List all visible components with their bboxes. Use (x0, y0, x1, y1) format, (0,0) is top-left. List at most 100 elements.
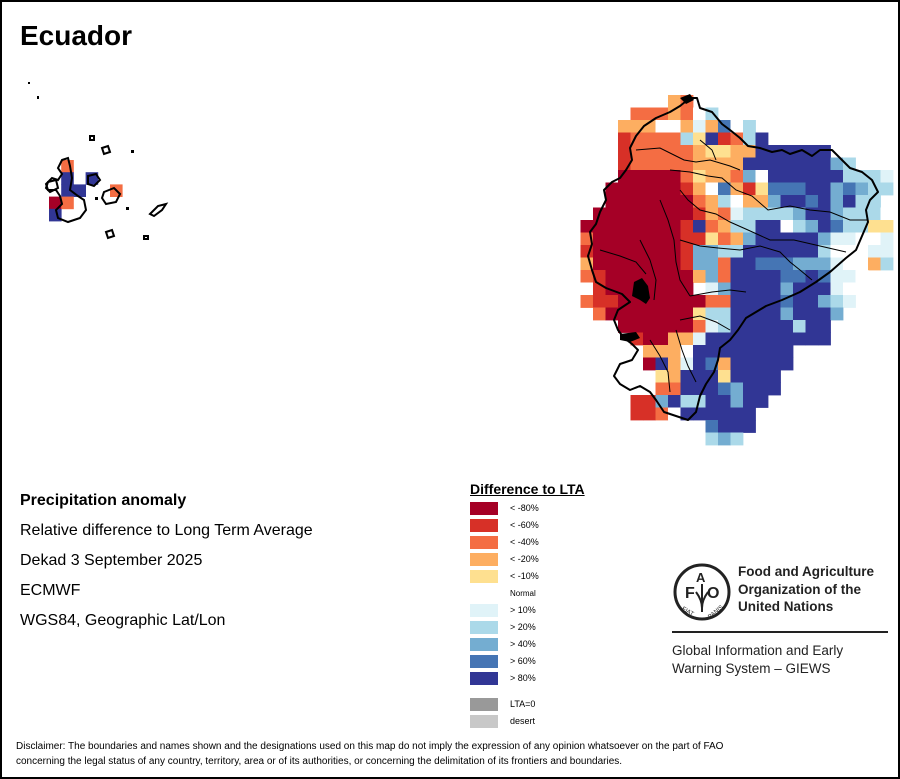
raster-cell (668, 95, 681, 108)
raster-cell (580, 270, 594, 283)
raster-cell (705, 345, 719, 358)
raster-cell (768, 282, 781, 296)
legend-label: < -80% (510, 503, 539, 513)
raster-cell (693, 295, 706, 308)
raster-cell (730, 432, 744, 446)
raster-cell (668, 382, 681, 396)
raster-cell (755, 332, 769, 346)
raster-cell (668, 120, 681, 133)
legend-extra: LTA=0 desert (470, 697, 585, 731)
raster-cell (655, 307, 669, 321)
raster-cell (655, 332, 669, 346)
raster-cell (643, 245, 656, 258)
raster-cell (693, 157, 706, 171)
raster-cell (718, 357, 731, 371)
raster-cell (855, 257, 869, 271)
logo-letter-f: F (685, 585, 695, 602)
legend-item: < -40% (470, 535, 585, 552)
raster-cell (705, 432, 719, 446)
raster-cell (793, 232, 806, 246)
raster-cell (605, 257, 619, 271)
raster-cell (680, 245, 694, 258)
raster-cell (655, 245, 669, 258)
raster-cell (630, 245, 644, 258)
raster-cell (605, 270, 619, 283)
raster-cell (705, 282, 719, 296)
raster-cell (680, 332, 694, 346)
raster-cell (830, 157, 844, 171)
raster-cell (693, 257, 706, 271)
raster-cell (605, 182, 619, 196)
raster-cell (643, 257, 656, 271)
raster-cell (818, 232, 831, 246)
raster-cell (768, 320, 781, 333)
raster-cell (668, 395, 681, 408)
raster-cell (743, 370, 756, 383)
raster-cell (755, 170, 769, 183)
raster-cell (618, 170, 631, 183)
disclaimer-line-2: concerning the legal status of any count… (16, 756, 623, 767)
raster-cell (593, 245, 606, 258)
legend-label: < -40% (510, 537, 539, 547)
raster-cell (780, 220, 794, 233)
raster-cell (680, 195, 694, 208)
legend-item: > 10% (470, 603, 585, 620)
raster-cell (818, 332, 831, 346)
raster-cell (755, 370, 769, 383)
raster-cell (655, 207, 669, 221)
raster-cell (755, 295, 769, 308)
raster-cell (630, 407, 644, 421)
raster-cell (668, 282, 681, 296)
raster-cell (718, 257, 731, 271)
raster-cell (830, 207, 844, 221)
raster-cell (618, 145, 631, 158)
raster-cell (780, 257, 794, 271)
raster-cell (693, 232, 706, 246)
legend-label: < -10% (510, 571, 539, 581)
raster-cell (643, 357, 656, 371)
raster-cell (755, 132, 769, 146)
raster-cell (743, 407, 756, 421)
raster-cell (630, 220, 644, 233)
raster-cell (580, 282, 594, 296)
legend-label: desert (510, 716, 536, 726)
raster-cell (705, 145, 719, 158)
raster-cell (755, 357, 769, 371)
raster-cell (705, 120, 719, 133)
fao-divider (672, 631, 888, 633)
raster-cell (693, 357, 706, 371)
raster-cell (718, 307, 731, 321)
raster-cell (743, 282, 756, 296)
raster-cell (755, 257, 769, 271)
raster-cell (630, 145, 644, 158)
raster-cell (855, 182, 869, 196)
raster-cell (630, 320, 644, 333)
raster-cell (743, 382, 756, 396)
raster-cell (693, 270, 706, 283)
raster-cell (618, 220, 631, 233)
legend-item: < -60% (470, 518, 585, 535)
map-info: Precipitation anomaly Relative differenc… (20, 486, 313, 636)
raster-cell (693, 195, 706, 208)
raster-cell (805, 332, 819, 346)
raster-cell (705, 395, 719, 408)
svg-text:FIAT: FIAT (681, 606, 695, 618)
raster-cell (49, 196, 62, 210)
raster-cell (793, 220, 806, 233)
raster-cell (655, 120, 669, 133)
raster-cell (630, 207, 644, 221)
province-boundaries (599, 139, 868, 393)
raster-cell (668, 257, 681, 271)
raster-cell (643, 120, 656, 133)
raster-cell (693, 332, 706, 346)
raster-cell (880, 257, 894, 271)
raster-cell (61, 160, 74, 173)
raster-cell (768, 307, 781, 321)
raster-cell (668, 232, 681, 246)
raster-cell (730, 420, 744, 433)
raster-cell (718, 382, 731, 396)
info-line-source: ECMWF (20, 582, 81, 599)
raster-cell (705, 195, 719, 208)
raster-cell (618, 257, 631, 271)
raster-cell (693, 107, 706, 121)
